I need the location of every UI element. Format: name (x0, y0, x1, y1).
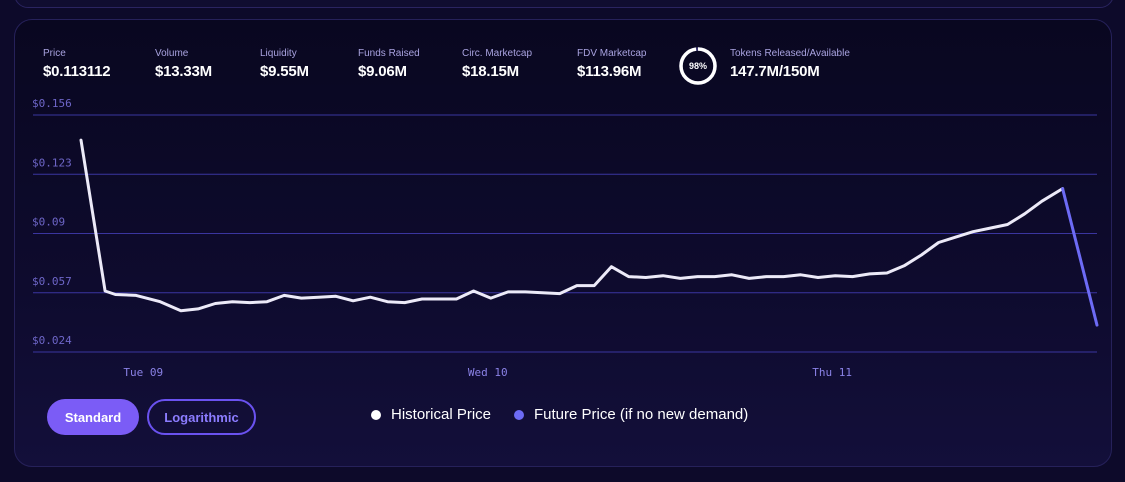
future-price-line (1061, 187, 1099, 327)
stat-circ-marketcap-label: Circ. Marketcap (462, 48, 533, 59)
stat-funds-raised-value: $9.06M (358, 63, 407, 80)
future-dot-icon (514, 409, 524, 420)
stat-volume: Volume $13.33M (155, 48, 212, 80)
logarithmic-scale-button[interactable]: Logarithmic (147, 399, 256, 435)
stat-volume-label: Volume (155, 48, 189, 59)
release-progress-ring (679, 47, 717, 85)
stat-price-label: Price (43, 48, 66, 59)
release-ring-fill (679, 47, 717, 85)
stat-fdv-marketcap-label: FDV Marketcap (577, 48, 647, 59)
previous-card-edge (14, 0, 1114, 8)
stat-tokens-released-label: Tokens Released/Available (730, 48, 850, 59)
stat-price-value: $0.113112 (43, 63, 111, 80)
y-tick-label: $0.09 (32, 216, 65, 229)
y-tick-label: $0.057 (32, 275, 72, 288)
legend-historical-label: Historical Price (391, 406, 492, 423)
stat-tokens-released-value: 147.7M/150M (730, 63, 820, 80)
legend-historical: Historical Price (371, 406, 491, 423)
historical-dot-icon (371, 409, 381, 420)
stat-funds-raised: Funds Raised $9.06M (358, 48, 420, 80)
standard-scale-button[interactable]: Standard (47, 399, 139, 435)
historical-price-line (79, 138, 1065, 313)
stat-tokens-released: Tokens Released/Available 147.7M/150M (730, 48, 850, 80)
stat-circ-marketcap: Circ. Marketcap $18.15M (462, 48, 532, 80)
price-chart-card: Price $0.113112 Volume $13.33M Liquidity… (14, 19, 1112, 467)
x-tick-label: Tue 09 (123, 366, 163, 379)
stat-fdv-marketcap-value: $113.96M (577, 63, 642, 80)
price-chart[interactable]: $0.156 $0.123 $0.09 $0.057 $0.024 Tue 09 Wed … (15, 20, 1113, 390)
stat-liquidity: Liquidity $9.55M (260, 48, 309, 80)
stats-row: Price $0.113112 Volume $13.33M Liquidity… (15, 20, 1111, 100)
legend-future: Future Price (if no new demand) (514, 406, 748, 423)
y-tick-label: $0.123 (32, 156, 72, 169)
y-tick-label: $0.156 (32, 97, 72, 110)
release-ring-label: 98% (688, 61, 707, 71)
stat-funds-raised-label: Funds Raised (358, 48, 420, 59)
stat-price: Price $0.113112 (43, 48, 111, 80)
stat-volume-value: $13.33M (155, 63, 212, 80)
stat-fdv-marketcap: FDV Marketcap $113.96M (577, 48, 646, 80)
stat-liquidity-value: $9.55M (260, 63, 309, 80)
stat-circ-marketcap-value: $18.15M (462, 63, 519, 80)
stat-liquidity-label: Liquidity (260, 48, 297, 59)
y-tick-label: $0.024 (32, 334, 72, 347)
legend-future-label: Future Price (if no new demand) (534, 406, 749, 423)
x-tick-label: Thu 11 (812, 366, 852, 379)
x-tick-label: Wed 10 (468, 366, 508, 379)
